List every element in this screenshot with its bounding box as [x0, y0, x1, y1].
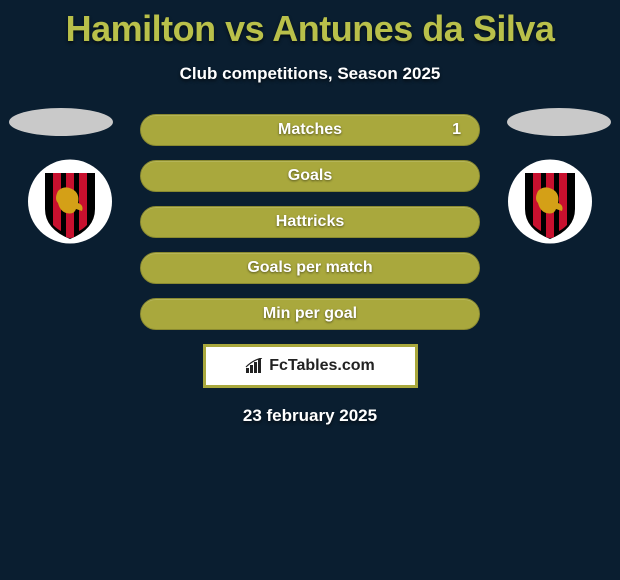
player-left-silhouette-icon	[8, 107, 114, 137]
shield-badge-icon	[500, 159, 600, 244]
stat-row-goals-per-match: Goals per match	[140, 252, 480, 284]
stats-bars: Matches 1 Goals Hattricks Goals per matc…	[140, 114, 480, 330]
stat-row-min-per-goal: Min per goal	[140, 298, 480, 330]
stat-row-matches: Matches 1	[140, 114, 480, 146]
player-right-silhouette-icon	[506, 107, 612, 137]
page-subtitle: Club competitions, Season 2025	[0, 64, 620, 84]
shield-badge-icon	[20, 159, 120, 244]
club-badge-left	[20, 159, 120, 244]
stat-value-right: 1	[452, 121, 461, 139]
comparison-container: Matches 1 Goals Hattricks Goals per matc…	[0, 114, 620, 426]
bar-chart-icon	[245, 358, 265, 374]
stat-row-goals: Goals	[140, 160, 480, 192]
brand-footer-box: FcTables.com	[203, 344, 418, 388]
page-title: Hamilton vs Antunes da Silva	[0, 0, 620, 50]
stat-label: Min per goal	[263, 305, 357, 323]
stat-label: Hattricks	[276, 213, 344, 231]
date-text: 23 february 2025	[0, 406, 620, 426]
brand-text: FcTables.com	[269, 357, 375, 375]
stat-label: Goals per match	[247, 259, 372, 277]
stat-row-hattricks: Hattricks	[140, 206, 480, 238]
stat-label: Matches	[278, 121, 342, 139]
club-badge-right	[500, 159, 600, 244]
brand-logo: FcTables.com	[245, 357, 375, 375]
stat-label: Goals	[288, 167, 332, 185]
